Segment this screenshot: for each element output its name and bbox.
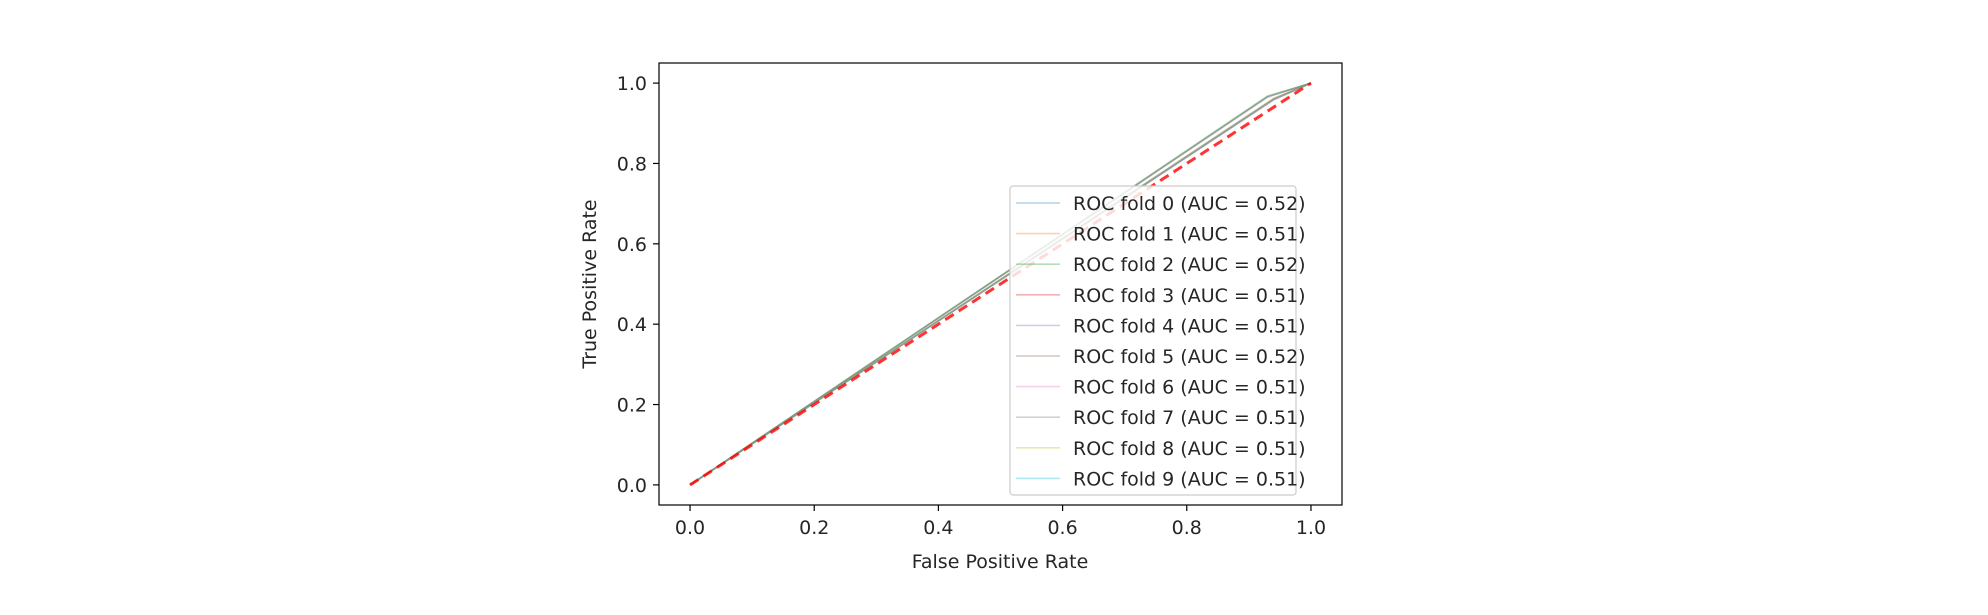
roc-fold-6-line <box>689 82 1312 486</box>
roc-fold-0-line <box>689 82 1312 486</box>
legend-label-fold-3: ROC fold 3 (AUC = 0.51) <box>1073 285 1306 307</box>
legend-label-fold-9: ROC fold 9 (AUC = 0.51) <box>1073 468 1306 490</box>
y-tick-label-2: 0.4 <box>617 314 647 336</box>
legend-label-fold-6: ROC fold 6 (AUC = 0.51) <box>1073 377 1306 399</box>
roc-fold-1-line <box>689 82 1312 486</box>
chance-reference-line <box>689 81 1312 487</box>
y-tick-label-0: 0.0 <box>617 475 647 497</box>
x-tick-label-0: 0.0 <box>675 517 705 539</box>
roc-fold-5-line <box>689 82 1312 486</box>
x-axis-ticks: 0.0 0.2 0.4 0.6 0.8 1.0 <box>675 505 1326 539</box>
roc-fold-7-line <box>689 82 1312 486</box>
legend-label-fold-2: ROC fold 2 (AUC = 0.52) <box>1073 254 1306 276</box>
roc-fold-9-line <box>689 82 1312 486</box>
roc-fold-8-line <box>689 82 1312 486</box>
series-layer <box>689 82 1312 486</box>
x-tick-label-1: 0.2 <box>799 517 829 539</box>
y-axis-label: True Positive Rate <box>579 199 601 369</box>
y-tick-label-3: 0.6 <box>617 234 647 256</box>
roc-fold-4-line <box>689 82 1312 486</box>
y-tick-label-4: 0.8 <box>617 153 647 175</box>
legend-label-fold-4: ROC fold 4 (AUC = 0.51) <box>1073 315 1306 337</box>
x-tick-label-5: 1.0 <box>1296 517 1326 539</box>
axes-frame <box>658 62 1343 506</box>
legend-label-fold-7: ROC fold 7 (AUC = 0.51) <box>1073 407 1306 429</box>
x-tick-label-3: 0.6 <box>1047 517 1077 539</box>
legend-frame <box>1009 185 1297 496</box>
legend-label-fold-8: ROC fold 8 (AUC = 0.51) <box>1073 438 1306 460</box>
legend-label-fold-0: ROC fold 0 (AUC = 0.52) <box>1073 193 1306 215</box>
x-axis-label: False Positive Rate <box>912 551 1089 573</box>
y-tick-label-5: 1.0 <box>617 73 647 95</box>
legend-items: ROC fold 0 (AUC = 0.52) ROC fold 1 (AUC =… <box>1016 193 1306 490</box>
x-tick-label-2: 0.4 <box>923 517 953 539</box>
roc-fold-2-line <box>689 82 1312 486</box>
y-axis-ticks: 0.0 0.2 0.4 0.6 0.8 1.0 <box>617 73 659 497</box>
roc-fold-3-line <box>689 82 1312 486</box>
legend-label-fold-5: ROC fold 5 (AUC = 0.52) <box>1073 346 1306 368</box>
legend-label-fold-1: ROC fold 1 (AUC = 0.51) <box>1073 224 1306 246</box>
legend: ROC fold 0 (AUC = 0.52) ROC fold 1 (AUC =… <box>1009 185 1306 496</box>
x-tick-label-4: 0.8 <box>1172 517 1202 539</box>
y-tick-label-1: 0.2 <box>617 395 647 417</box>
